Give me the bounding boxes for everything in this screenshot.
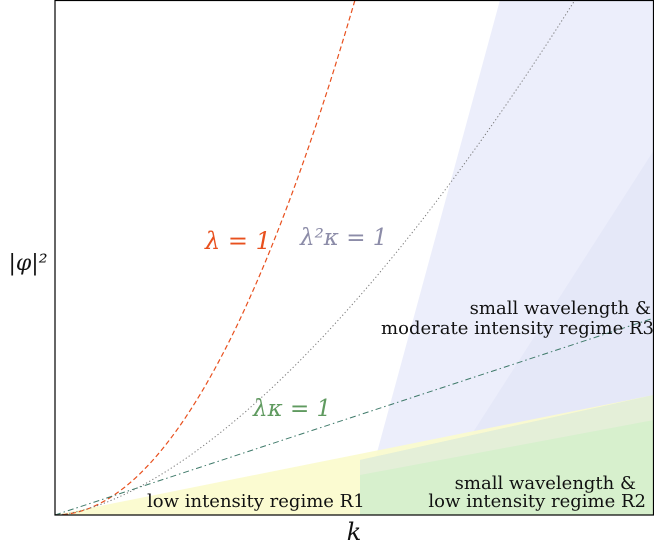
y-axis-label: |φ|² <box>8 251 47 276</box>
region-r3-label-line1: small wavelength & <box>470 298 651 319</box>
region-r2-label-line2: low intensity regime R2 <box>428 491 646 512</box>
lambda-eq-1-curve <box>55 0 356 515</box>
lambdakappa-eq-1-curve <box>55 317 654 515</box>
region-r2-label-line1: small wavelength & <box>455 473 636 494</box>
lambda-eq-1-label: λ = 1 <box>204 227 271 255</box>
x-axis-label: k <box>347 518 362 546</box>
lambdakappa-eq-1-label: λκ = 1 <box>252 396 331 422</box>
region-r3-label-line2: moderate intensity regime R3 <box>381 318 654 339</box>
region-overlap-shade <box>360 395 654 475</box>
region-r1-label: low intensity regime R1 <box>147 491 365 512</box>
lambda2kappa-eq-1-label: λ²κ = 1 <box>299 225 387 251</box>
